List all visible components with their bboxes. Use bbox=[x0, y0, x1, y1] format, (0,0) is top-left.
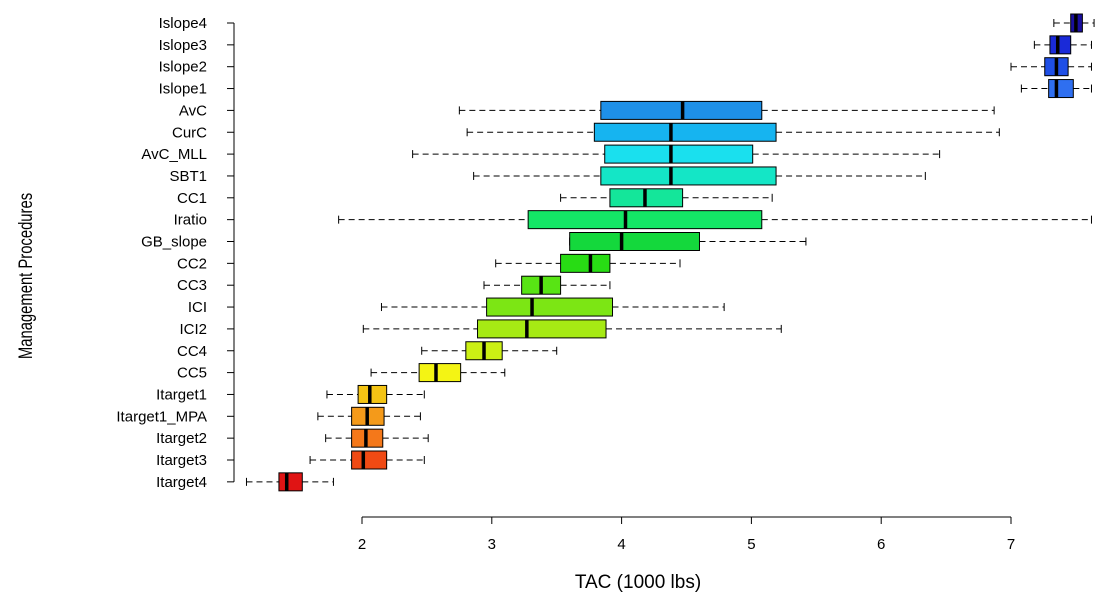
x-tick-label: 6 bbox=[877, 536, 885, 553]
y-tick-label: Islope4 bbox=[159, 15, 207, 32]
y-tick-label: CC2 bbox=[177, 255, 207, 272]
box-islope1 bbox=[1020, 79, 1092, 99]
x-tick-label: 5 bbox=[747, 536, 755, 553]
y-tick-label: Itarget4 bbox=[156, 474, 207, 491]
box-islope4 bbox=[1053, 13, 1095, 33]
iqr-box bbox=[351, 450, 388, 470]
iqr-box bbox=[1049, 35, 1072, 55]
x-tick-label: 3 bbox=[488, 536, 496, 553]
y-tick-label: AvC bbox=[179, 102, 207, 119]
box-islope3 bbox=[1033, 35, 1092, 55]
x-axis-title: TAC (1000 lbs) bbox=[575, 572, 701, 592]
box-cc1 bbox=[560, 188, 773, 208]
box-cc5 bbox=[370, 363, 506, 383]
y-tick-label: CC1 bbox=[177, 190, 207, 207]
box-itarget3 bbox=[309, 450, 425, 470]
y-tick-label: Itarget2 bbox=[156, 430, 207, 447]
iqr-box bbox=[604, 144, 754, 164]
y-tick-label: SBT1 bbox=[169, 168, 207, 185]
iqr-box bbox=[486, 297, 614, 317]
iqr-box bbox=[477, 319, 607, 339]
box-itarget2 bbox=[325, 428, 429, 448]
box-avc-mll bbox=[412, 144, 941, 164]
box-itarget4 bbox=[245, 472, 334, 492]
y-tick-label: ICI2 bbox=[179, 321, 207, 338]
box-avc bbox=[458, 100, 995, 120]
y-tick-label: Iratio bbox=[174, 212, 207, 229]
x-tick-label: 4 bbox=[617, 536, 625, 553]
y-tick-label: Itarget1_MPA bbox=[116, 408, 207, 425]
iqr-box bbox=[560, 253, 611, 273]
y-tick-label: CC5 bbox=[177, 365, 207, 382]
iqr-box bbox=[600, 166, 777, 186]
box-islope2 bbox=[1010, 57, 1092, 77]
box-sbt1 bbox=[473, 166, 926, 186]
y-tick-label: ICI bbox=[188, 299, 207, 316]
y-tick-label: Islope1 bbox=[159, 81, 207, 98]
iqr-box bbox=[569, 232, 700, 251]
y-axis: Islope4 Islope3 Islope2 Islope1 AvC CurC AvC_M… bbox=[116, 15, 235, 491]
y-tick-label: Itarget3 bbox=[156, 452, 207, 469]
y-tick-label: GB_slope bbox=[141, 234, 207, 251]
box-cc3 bbox=[483, 275, 611, 295]
box-curc bbox=[466, 122, 1000, 142]
x-tick-label: 7 bbox=[1007, 536, 1015, 553]
y-axis-title: Management Procedures bbox=[15, 193, 36, 359]
box-itarget1 bbox=[326, 384, 425, 404]
iqr-box bbox=[357, 384, 388, 404]
y-tick-label: Islope3 bbox=[159, 37, 207, 54]
y-tick-label: Itarget1 bbox=[156, 386, 207, 403]
box-gb-slope bbox=[569, 232, 807, 251]
box-ici2 bbox=[362, 319, 782, 339]
iqr-box bbox=[418, 363, 462, 383]
iqr-box bbox=[1048, 79, 1074, 99]
box-itarget1-mpa bbox=[317, 406, 421, 426]
box-iratio bbox=[338, 210, 1092, 230]
y-tick-label: AvC_MLL bbox=[141, 146, 207, 163]
iqr-box bbox=[593, 122, 777, 142]
iqr-box bbox=[527, 210, 763, 230]
y-tick-label: CC4 bbox=[177, 343, 207, 360]
x-tick-label: 2 bbox=[358, 536, 366, 553]
iqr-box bbox=[278, 472, 303, 492]
box-ici bbox=[380, 297, 725, 317]
y-tick-label: CurC bbox=[172, 124, 207, 141]
y-tick-label: CC3 bbox=[177, 277, 207, 294]
x-axis: 2 3 4 5 6 7 bbox=[358, 516, 1015, 553]
y-tick-label: Islope2 bbox=[159, 59, 207, 76]
box-cc4 bbox=[421, 341, 558, 361]
box-cc2 bbox=[495, 253, 681, 273]
boxes-layer bbox=[245, 13, 1095, 492]
